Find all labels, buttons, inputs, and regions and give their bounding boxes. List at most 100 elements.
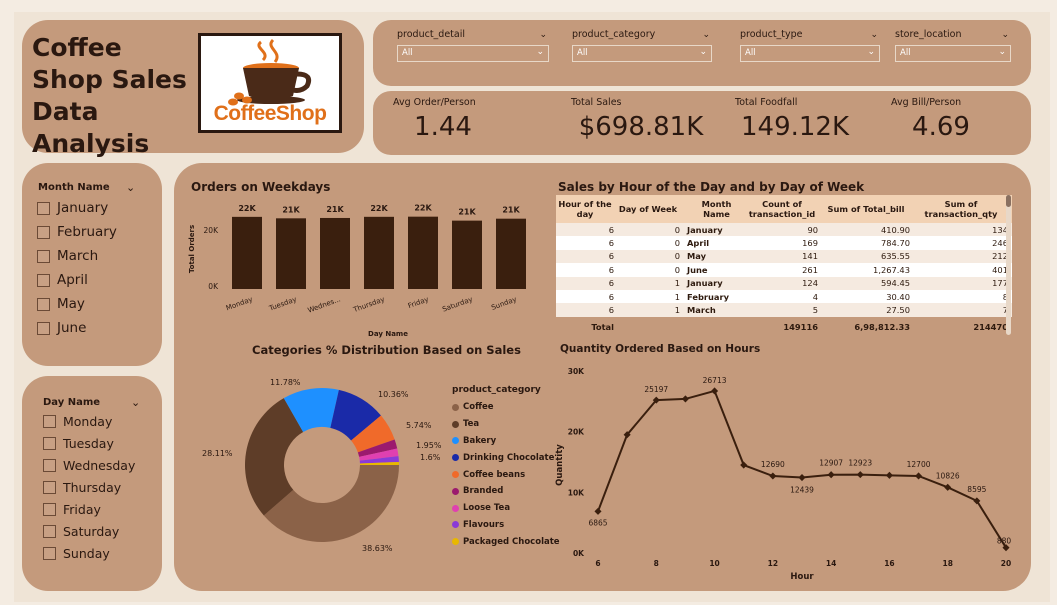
slicer-item-april[interactable]: April — [37, 272, 88, 288]
chevron-down-icon[interactable]: ⌄ — [131, 396, 141, 409]
bar[interactable] — [232, 216, 262, 289]
filter-dropdown[interactable]: All ⌄ — [397, 45, 549, 62]
legend-item[interactable]: Coffee — [452, 399, 560, 416]
table-row[interactable]: 6 0 January 90 410.90 134 — [556, 223, 1012, 237]
checkbox[interactable] — [37, 201, 50, 215]
line-point[interactable] — [681, 395, 689, 403]
line-point[interactable] — [885, 471, 893, 479]
checkbox[interactable] — [37, 321, 50, 335]
scrollbar-thumb[interactable] — [1006, 195, 1011, 207]
filter-product-category[interactable]: product_category ⌄ All ⌄ — [572, 28, 712, 62]
legend-item[interactable]: Tea — [452, 416, 560, 433]
table-cell: 1,267.43 — [873, 264, 910, 275]
line-point[interactable] — [1002, 544, 1010, 552]
slicer-item-friday[interactable]: Friday — [43, 502, 101, 517]
donut-slice[interactable] — [359, 461, 399, 465]
slicer-item-may[interactable]: May — [37, 296, 85, 312]
column-header[interactable]: Count of transaction_id — [748, 199, 816, 219]
line-point[interactable] — [594, 507, 602, 515]
bar[interactable] — [276, 218, 306, 289]
filter-dropdown[interactable]: All ⌄ — [740, 45, 880, 62]
filter-dropdown[interactable]: All ⌄ — [895, 45, 1011, 62]
line-point[interactable] — [856, 471, 864, 479]
donut-slice[interactable] — [359, 448, 399, 461]
checkbox[interactable] — [43, 547, 56, 560]
donut-slice[interactable] — [357, 439, 398, 457]
slicer-item-march[interactable]: March — [37, 248, 98, 264]
bar[interactable] — [408, 216, 438, 289]
table-row[interactable]: 6 1 March 5 27.50 7 — [556, 303, 1012, 317]
checkbox[interactable] — [37, 273, 50, 287]
table-scrollbar[interactable] — [1006, 195, 1011, 335]
legend-dot-icon — [452, 487, 459, 495]
legend-item[interactable]: Drinking Chocolate — [452, 449, 560, 466]
legend-item[interactable]: Loose Tea — [452, 500, 560, 517]
slicer-item-tuesday[interactable]: Tuesday — [43, 436, 114, 451]
checkbox[interactable] — [43, 437, 56, 450]
slicer-item-january[interactable]: January — [37, 200, 108, 216]
legend-item[interactable]: Packaged Chocolate — [452, 533, 560, 550]
slicer-item-thursday[interactable]: Thursday — [43, 480, 121, 495]
line-point[interactable] — [711, 387, 719, 395]
checkbox[interactable] — [43, 503, 56, 516]
donut-slice[interactable] — [359, 456, 399, 464]
filter-product-detail[interactable]: product_detail ⌄ All ⌄ — [397, 28, 549, 62]
bar[interactable] — [320, 217, 350, 289]
point-label: 6865 — [588, 518, 607, 527]
slicer-item-saturday[interactable]: Saturday — [43, 524, 119, 539]
line-point[interactable] — [798, 474, 806, 482]
line-point[interactable] — [827, 471, 835, 479]
column-header[interactable]: Sum of Total_bill — [827, 204, 905, 214]
checkbox[interactable] — [43, 525, 56, 538]
table-row[interactable]: 6 0 June 261 1,267.43 401 — [556, 263, 1012, 277]
bar[interactable] — [496, 218, 526, 289]
legend-dot-icon — [452, 403, 459, 411]
checkbox[interactable] — [43, 481, 56, 494]
column-header[interactable]: Hour of the day — [558, 199, 612, 219]
kpi-label: Avg Bill/Person — [891, 97, 962, 108]
donut-slice[interactable] — [245, 398, 304, 516]
legend-label: Bakery — [463, 435, 497, 446]
table-row[interactable]: 6 0 April 169 784.70 246 — [556, 236, 1012, 250]
line-point[interactable] — [740, 461, 748, 469]
bar[interactable] — [452, 220, 482, 289]
donut-slice[interactable] — [351, 415, 395, 453]
filter-store-location[interactable]: store_location ⌄ All ⌄ — [895, 28, 1011, 62]
checkbox[interactable] — [37, 225, 50, 239]
column-header[interactable]: Sum of transaction_qty — [924, 199, 998, 219]
checkbox[interactable] — [43, 415, 56, 428]
x-tick-label: Friday — [407, 295, 430, 310]
legend-item[interactable]: Coffee beans — [452, 466, 560, 483]
line-point[interactable] — [944, 483, 952, 491]
donut-slice[interactable] — [330, 389, 381, 441]
slicer-item-february[interactable]: February — [37, 224, 117, 240]
legend-item[interactable]: Flavours — [452, 517, 560, 534]
slicer-item-wednesday[interactable]: Wednesday — [43, 458, 135, 473]
column-header[interactable]: Month Name — [701, 199, 732, 219]
line-point[interactable] — [915, 472, 923, 480]
bar[interactable] — [364, 216, 394, 289]
checkbox[interactable] — [43, 459, 56, 472]
y-tick-label: 20K — [568, 428, 585, 437]
legend-item[interactable]: Bakery — [452, 433, 560, 450]
donut-slice[interactable] — [263, 465, 399, 542]
slicer-item-june[interactable]: June — [37, 320, 86, 336]
checkbox[interactable] — [37, 297, 50, 311]
table-cell: 1 — [674, 291, 680, 302]
slicer-item-monday[interactable]: Monday — [43, 414, 112, 429]
donut-slice[interactable] — [283, 388, 339, 433]
filter-dropdown[interactable]: All ⌄ — [572, 45, 712, 62]
checkbox[interactable] — [37, 249, 50, 263]
column-header[interactable]: Day of Week — [618, 204, 678, 214]
chevron-down-icon[interactable]: ⌄ — [126, 181, 136, 194]
table-row[interactable]: 6 0 May 141 635.55 212 — [556, 249, 1012, 264]
legend-item[interactable]: Branded — [452, 483, 560, 500]
slicer-item-sunday[interactable]: Sunday — [43, 546, 110, 561]
y-tick-label: 30K — [568, 367, 585, 376]
table-row[interactable]: 6 1 February 4 30.40 8 — [556, 289, 1012, 304]
kpi-label: Avg Order/Person — [393, 97, 476, 108]
table-row[interactable]: 6 1 January 124 594.45 177 — [556, 276, 1012, 290]
filter-product-type[interactable]: product_type ⌄ All ⌄ — [740, 28, 880, 62]
bar-data-label: 21K — [282, 205, 300, 214]
line-point[interactable] — [769, 472, 777, 480]
